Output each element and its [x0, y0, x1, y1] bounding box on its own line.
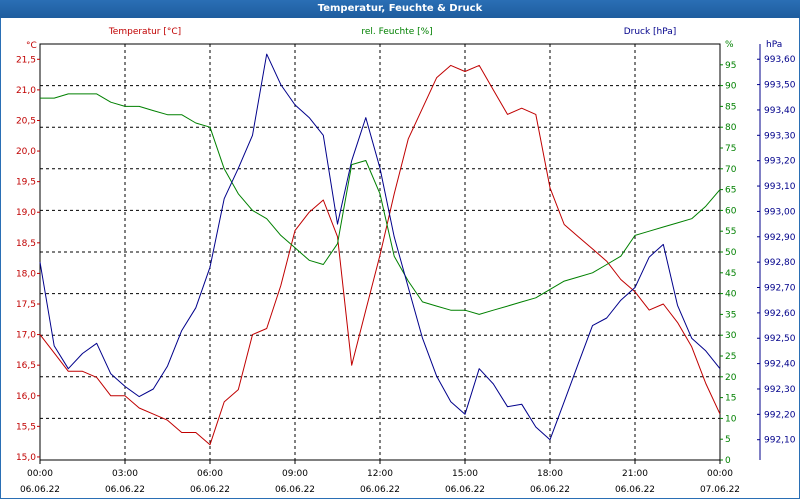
- pressure-tick-label: 992,30: [764, 385, 796, 395]
- x-tick-date: 06.06.22: [190, 485, 230, 495]
- pressure-line: [39, 53, 721, 441]
- x-tick-time: 06:00: [197, 469, 223, 479]
- humidity-tick-label: 55: [725, 227, 736, 237]
- grid: [40, 44, 720, 460]
- temperature-tick-label: 19,5: [16, 178, 36, 188]
- x-tick-time: 18:00: [537, 469, 563, 479]
- temperature-unit-label: °C: [26, 41, 37, 51]
- humidity-tick-label: 10: [725, 414, 737, 424]
- pressure-tick-label: 993,60: [764, 55, 796, 65]
- pressure-tick-label: 992,70: [764, 284, 796, 294]
- x-tick-time: 21:00: [622, 469, 648, 479]
- humidity-tick-label: 70: [725, 165, 737, 175]
- humidity-tick-label: 90: [725, 82, 737, 92]
- pressure-tick-label: 992,60: [764, 309, 796, 319]
- temperature-tick-label: 21,0: [16, 86, 36, 96]
- temperature-tick-label: 18,0: [16, 269, 36, 279]
- x-tick-time: 12:00: [367, 469, 393, 479]
- x-tick-date: 06.06.22: [275, 485, 315, 495]
- x-axis: 00:00 06.06.22 03:00 06.06.22 06:00 06.06.22 0…: [20, 460, 740, 495]
- humidity-tick-label: 65: [725, 186, 736, 196]
- humidity-tick-label: 0: [725, 456, 731, 466]
- humidity-tick-label: 15: [725, 394, 736, 404]
- temperature-tick-label: 15,5: [16, 422, 36, 432]
- x-tick-date: 06.06.22: [530, 485, 570, 495]
- x-tick-time: 03:00: [112, 469, 138, 479]
- humidity-tick-label: 25: [725, 352, 736, 362]
- x-tick-date: 07.06.22: [700, 485, 740, 495]
- pressure-tick-label: hPa: [766, 40, 782, 50]
- humidity-tick-label: 35: [725, 310, 736, 320]
- pressure-tick-label: 992,50: [764, 334, 796, 344]
- temperature-tick-label: 17,5: [16, 300, 36, 310]
- pressure-axis: 992,10 992,20 992,30 992,40 992,50 992,60 992,…: [757, 40, 796, 460]
- series-layer: [39, 53, 721, 446]
- humidity-tick-label: 95: [725, 61, 736, 71]
- humidity-tick-label: 80: [725, 123, 737, 133]
- pressure-tick-label: 993,30: [764, 131, 796, 141]
- temperature-tick-label: 19,0: [16, 208, 36, 218]
- pressure-tick-label: 993,10: [764, 182, 796, 192]
- pressure-tick-label: 992,40: [764, 360, 796, 370]
- temperature-tick-label: 16,0: [16, 392, 36, 402]
- temperature-axis: 15,0 15,5 16,0 16,5 17,0 17,5 18,0 18,5 19,0 19,5…: [16, 55, 40, 463]
- humidity-tick-label: 60: [725, 206, 737, 216]
- pressure-tick-label: 993,50: [764, 81, 796, 91]
- temperature-tick-label: 15,0: [16, 453, 36, 463]
- humidity-tick-label: 5: [725, 435, 731, 445]
- temperature-tick-label: 20,0: [16, 147, 36, 157]
- humidity-tick-label: 45: [725, 269, 736, 279]
- humidity-axis: 0 5 10 15 20 25 30 35 40 45 50 55 60 65 70 75 80 85 90 95%: [720, 40, 737, 466]
- chart-title: Temperatur, Feuchte & Druck: [0, 0, 800, 18]
- humidity-tick-label: 50: [725, 248, 737, 258]
- humidity-tick-label: 30: [725, 331, 737, 341]
- humidity-tick-label: 20: [725, 373, 737, 383]
- x-tick-time: 09:00: [282, 469, 308, 479]
- pressure-tick-label: 993,40: [764, 106, 796, 116]
- x-tick-date: 06.06.22: [360, 485, 400, 495]
- x-tick-date: 06.06.22: [615, 485, 655, 495]
- pressure-tick-label: 992,20: [764, 410, 796, 420]
- temperature-tick-label: 18,5: [16, 239, 36, 249]
- pressure-tick-label: 992,10: [764, 436, 796, 446]
- x-tick-time: 00:00: [707, 469, 733, 479]
- temperature-tick-label: 21,5: [16, 55, 36, 65]
- humidity-tick-label: 85: [725, 102, 736, 112]
- temperature-tick-label: 17,0: [16, 331, 36, 341]
- legend-humidity: rel. Feuchte [%]: [361, 27, 432, 37]
- humidity-tick-label: %: [725, 40, 734, 50]
- x-tick-time: 00:00: [27, 469, 53, 479]
- humidity-tick-label: 40: [725, 290, 737, 300]
- x-tick-time: 15:00: [452, 469, 478, 479]
- temperature-tick-label: 16,5: [16, 361, 36, 371]
- legend-pressure: Druck [hPa]: [624, 27, 677, 37]
- legend-temperature: Temperatur [°C]: [108, 27, 181, 37]
- pressure-tick-label: 993,00: [764, 207, 796, 217]
- x-tick-date: 06.06.22: [20, 485, 60, 495]
- x-tick-date: 06.06.22: [445, 485, 485, 495]
- pressure-tick-label: 993,20: [764, 157, 796, 167]
- pressure-tick-label: 992,90: [764, 233, 796, 243]
- x-tick-date: 06.06.22: [105, 485, 145, 495]
- humidity-tick-label: 75: [725, 144, 736, 154]
- pressure-tick-label: 992,80: [764, 258, 796, 268]
- humidity-line: [40, 93, 721, 315]
- temperature-line: [39, 64, 721, 446]
- temperature-tick-label: 20,5: [16, 116, 36, 126]
